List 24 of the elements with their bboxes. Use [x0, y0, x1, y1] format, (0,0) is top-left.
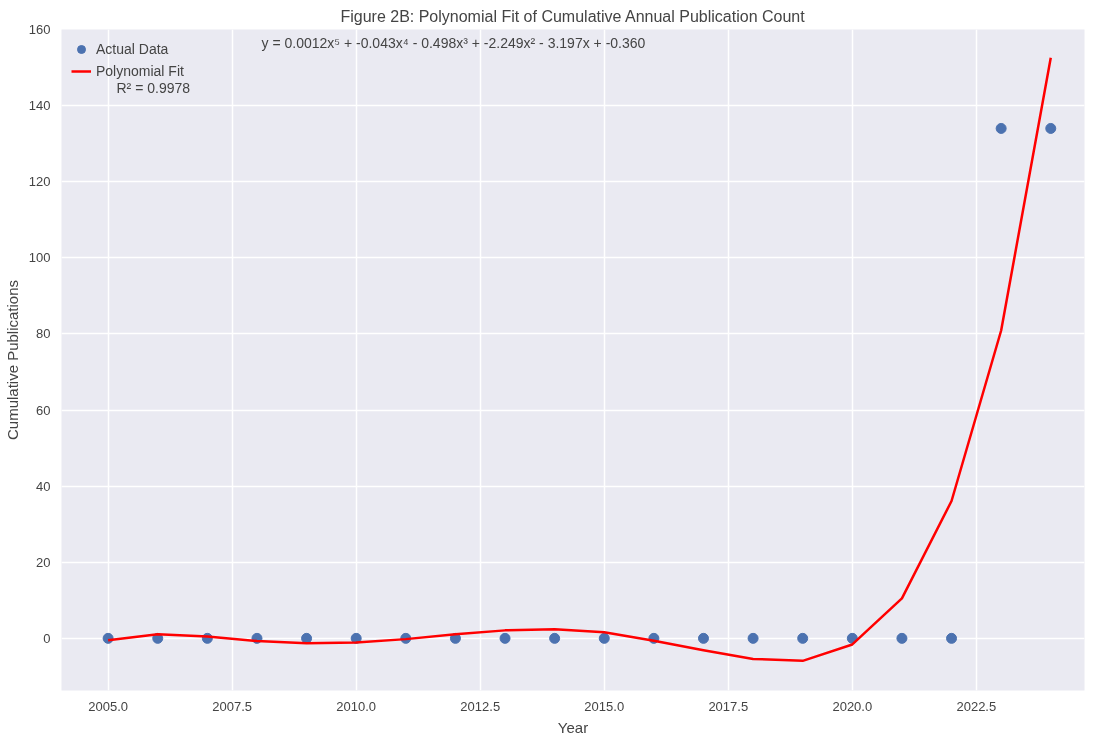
x-tick-label: 2005.0: [88, 698, 129, 714]
x-tick-label: 2017.5: [708, 698, 749, 714]
x-tick-label: 2007.5: [212, 698, 253, 714]
legend-label: Actual Data: [96, 41, 169, 57]
x-tick-label: 2015.0: [584, 698, 625, 714]
y-tick-label: 160: [28, 22, 51, 37]
y-tick-label: 0: [43, 630, 51, 646]
y-tick-label: 20: [36, 554, 51, 570]
annotation: y = 0.0012x⁵ + -0.043x⁴ - 0.498x³ + -2.249x² - 3.197x + -0.360: [261, 34, 646, 51]
x-tick-label: 2010.0: [336, 698, 377, 714]
y-tick-label: 60: [36, 402, 51, 418]
y-tick-label: 40: [36, 478, 51, 494]
chart-title: Figure 2B: Polynomial Fit of Cumulative Annual Publication Count: [340, 7, 806, 25]
y-tick-label: 80: [36, 326, 51, 342]
x-tick-label: 2020.0: [832, 698, 873, 714]
legend-label: Polynomial Fit: [96, 63, 184, 79]
y-axis-title: Cumulative Publications: [3, 279, 21, 441]
y-tick-label: 100: [28, 250, 51, 266]
x-axis-title: Year: [557, 718, 589, 736]
x-tick-label: 2022.5: [956, 698, 997, 714]
y-tick-label: 120: [28, 174, 51, 190]
x-tick-label: 2012.5: [460, 698, 501, 714]
annotation: R² = 0.9978: [116, 79, 191, 96]
y-tick-label: 140: [28, 98, 51, 114]
